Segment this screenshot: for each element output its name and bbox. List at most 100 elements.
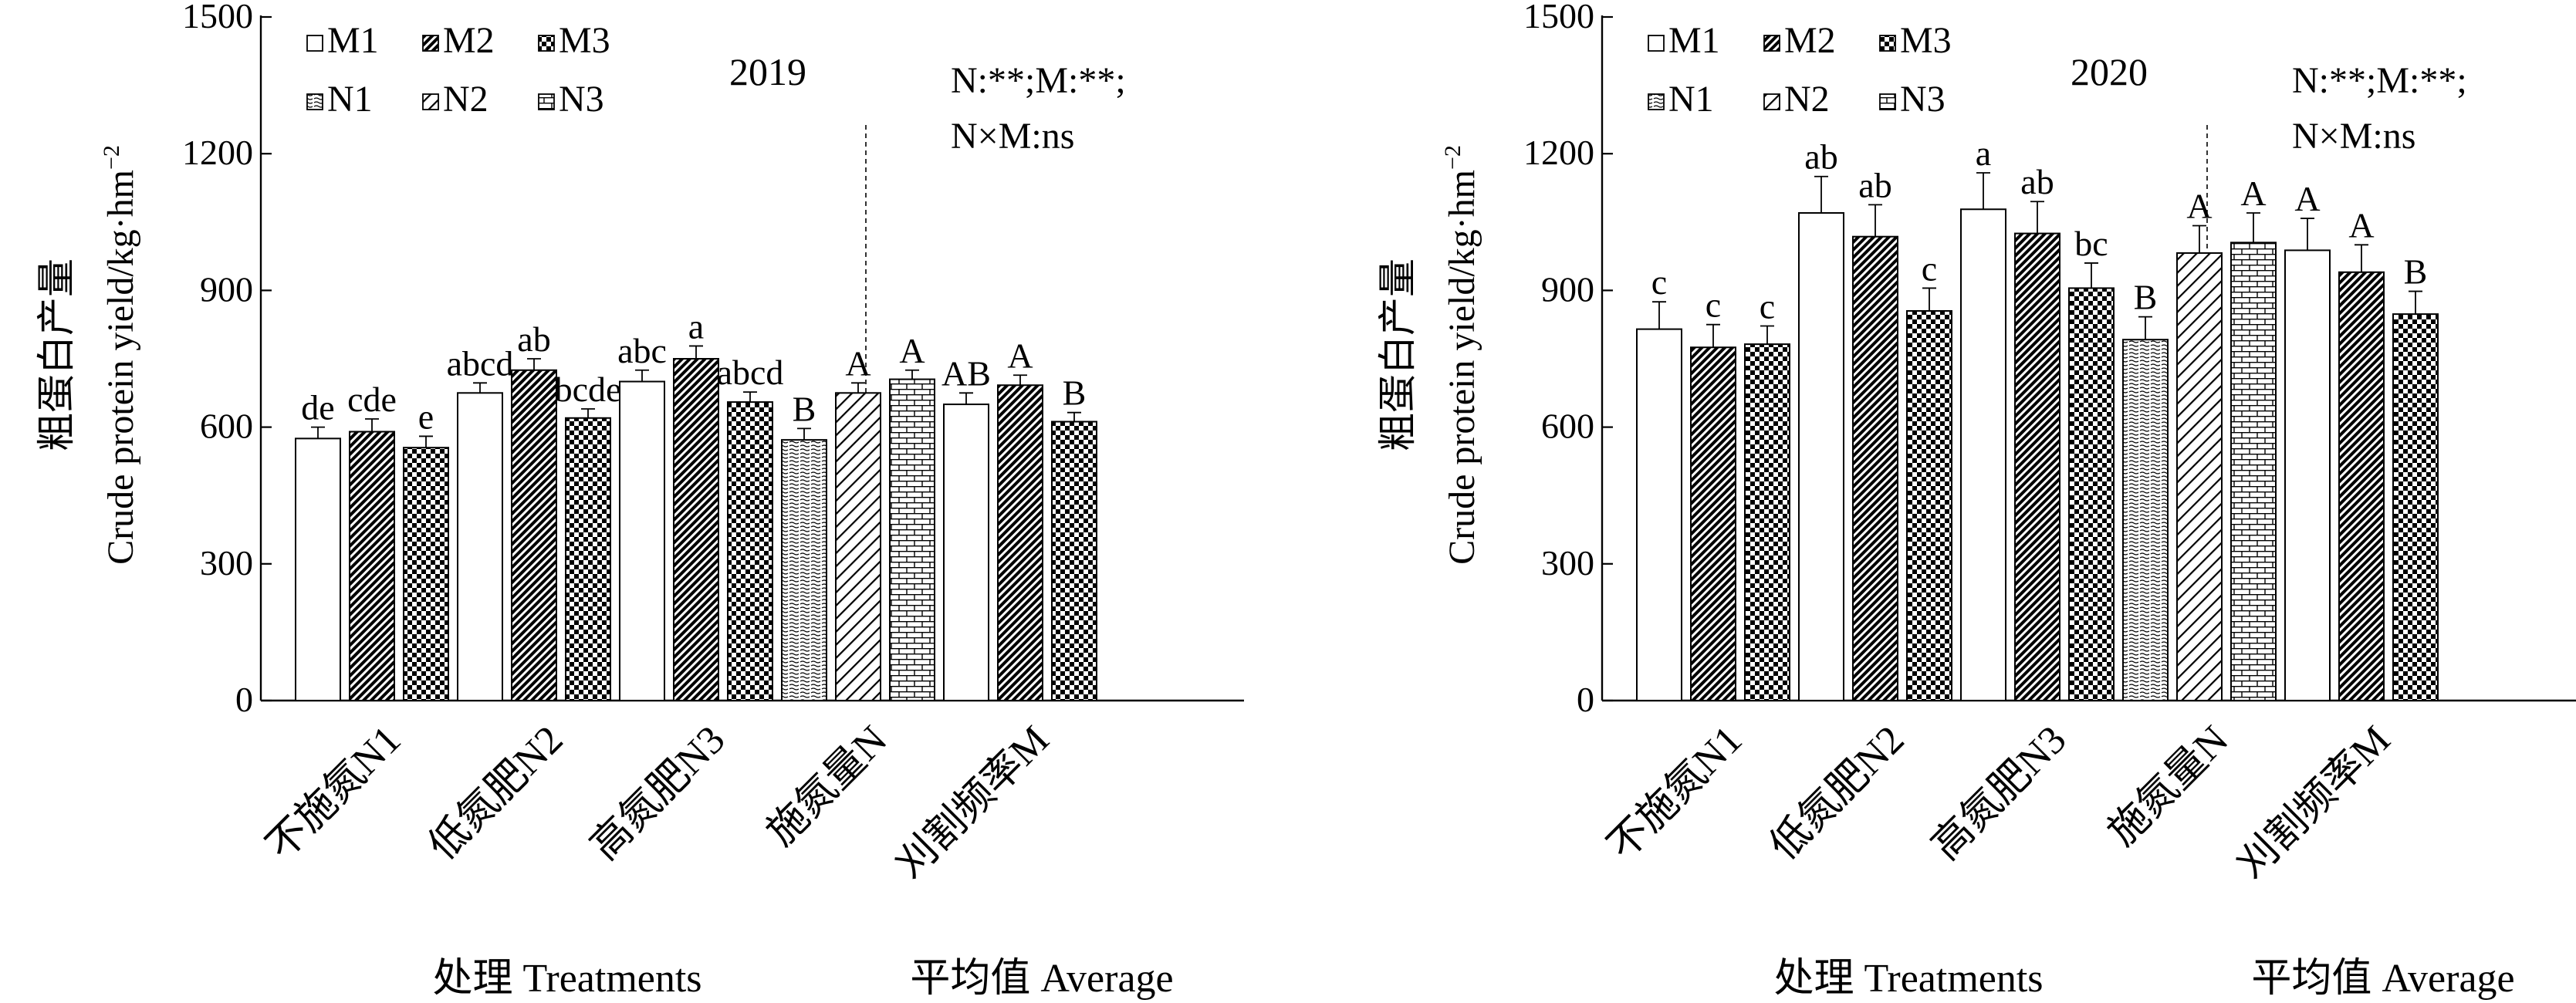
bar (2392, 313, 2439, 701)
legend-label: N3 (1900, 79, 1946, 120)
legend-label: M2 (1784, 20, 1836, 61)
significance-letter: e (418, 397, 434, 436)
legend-label: N2 (1784, 79, 1830, 120)
bar (889, 378, 935, 701)
y-tick-label: 0 (235, 680, 253, 719)
significance-letter: A (2240, 174, 2266, 213)
year-label: 2020 (2071, 50, 2148, 93)
bar (943, 404, 989, 701)
significance-letter: c (1706, 285, 1721, 325)
bar (1960, 208, 2006, 701)
x-category-label: 施氮量N (2100, 718, 2236, 854)
legend-swatch (1879, 35, 1896, 52)
y-tick-label: 0 (1577, 680, 1594, 719)
legend-swatch (422, 93, 439, 110)
legend-label: N1 (327, 79, 373, 120)
bar (1636, 328, 1682, 701)
y-tick-label: 600 (200, 407, 253, 446)
bar (1690, 346, 1736, 701)
legend-label: N3 (559, 79, 604, 120)
bar (1051, 420, 1097, 702)
significance-letter: a (688, 306, 704, 346)
chart-panel-2: 0 300 600 900 1200 1500 粗蛋白产量 Crude protein yie… (1376, 0, 2576, 1001)
significance-letter: ab (2020, 162, 2054, 201)
significance-letter: A (2186, 187, 2212, 226)
x-category-label: 低氮肥N2 (421, 718, 572, 869)
significance-letter: A (2294, 179, 2320, 218)
significance-text-line2: N×M:ns (2292, 116, 2415, 157)
significance-letter: B (793, 389, 816, 428)
significance-letter: ab (517, 319, 550, 359)
x-category-label: 高氮肥N3 (583, 718, 734, 869)
y-tick-label: 300 (200, 543, 253, 583)
significance-letter: A (899, 331, 925, 370)
bar-group: cc c (1636, 262, 1790, 701)
legend-swatch (1648, 93, 1665, 110)
significance-letter: c (1922, 248, 1937, 288)
bar (727, 401, 773, 701)
legend-swatch (422, 35, 439, 52)
significance-letter: B (2134, 278, 2158, 317)
y-axis-title-en-main: Crude protein yield/kg·hm (100, 170, 141, 565)
bar (673, 358, 719, 701)
y-axis-title: 粗蛋白产量 Crude protein yield/kg·hm−2 (1376, 145, 1482, 565)
year-label: 2019 (729, 50, 806, 93)
bar (2122, 339, 2169, 701)
bar (349, 431, 395, 701)
y-axis-title-cn: 粗蛋白产量 (1376, 258, 1419, 451)
legend: M1 M2 M3 N1 N2 N3 (1648, 20, 1952, 120)
significance-letter: AB (941, 353, 991, 393)
significance-letter: a (1976, 133, 1991, 173)
significance-letter: c (1651, 262, 1667, 302)
x-category-label: 高氮肥N3 (1924, 718, 2075, 869)
y-axis-title-en-main: Crude protein yield/kg·hm (1442, 170, 1482, 565)
x-category-label: 不施氮N1 (1600, 718, 1751, 869)
significance-letter: ab (1858, 165, 1891, 204)
significance-letter: abcd (447, 343, 514, 383)
legend-swatch (1648, 35, 1665, 52)
y-axis-title-en: Crude protein yield/kg·hm−2 (99, 145, 141, 565)
chart-panel-1: 0 300 600 900 1200 1500 粗蛋白产量 Crude protein yie… (35, 0, 1244, 1001)
bar (565, 417, 611, 702)
legend-swatch (538, 35, 555, 52)
legend-label: M2 (443, 20, 495, 61)
bar (511, 369, 557, 701)
significance-letter: bcde (555, 370, 622, 409)
legend-label: N2 (443, 79, 488, 120)
significance-letter: abc (617, 331, 667, 370)
significance-letter: de (301, 388, 334, 427)
legend-label: M1 (1668, 20, 1720, 61)
x-axis-title-treatments: 处理 Treatments (432, 957, 701, 1001)
y-tick-label: 1200 (1523, 133, 1594, 172)
y-tick-label: 1500 (1523, 0, 1594, 35)
x-category-label: 刈割频率M (887, 718, 1057, 887)
bar-group: AAB (2284, 179, 2439, 702)
legend-label: M3 (1900, 20, 1952, 61)
bar-group: de cde e (295, 380, 449, 701)
bar-group: B A A (2122, 174, 2277, 701)
bar (2284, 249, 2331, 701)
legend-swatch (306, 35, 323, 52)
bar (1906, 309, 1952, 701)
y-tick-label: 1200 (182, 133, 253, 172)
bar (1798, 211, 1844, 701)
x-category-label: 不施氮N1 (259, 718, 410, 869)
legend-label: N1 (1668, 79, 1714, 120)
bar (2338, 271, 2385, 702)
significance-text-line2: N×M:ns (951, 116, 1074, 157)
bar (2176, 252, 2223, 701)
significance-letter: B (2404, 252, 2428, 292)
charts-layer: 0 300 600 900 1200 1500 粗蛋白产量 Crude protein yie… (35, 0, 2576, 1001)
significance-letter: cde (347, 380, 397, 419)
significance-letter: A (1007, 336, 1033, 375)
significance-letter: B (1063, 373, 1087, 413)
bar (619, 380, 665, 701)
bar (997, 384, 1043, 701)
significance-letter: A (2348, 205, 2374, 245)
bar (403, 447, 449, 701)
bar-group: AB AB (941, 336, 1097, 702)
